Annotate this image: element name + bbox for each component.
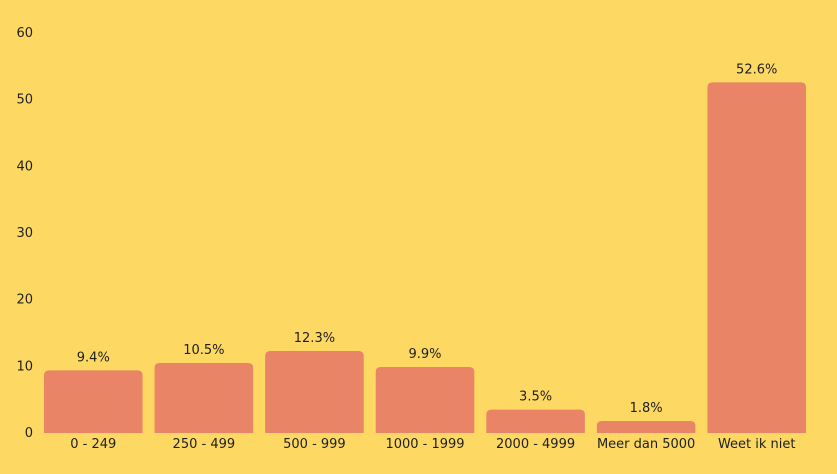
bar-value-label: 3.5%: [519, 390, 552, 405]
y-tick-label: 20: [16, 293, 33, 308]
bar: [486, 409, 585, 433]
y-axis: 0 10 20 30 40 50 60: [16, 26, 33, 441]
bar: [596, 421, 696, 433]
bar: [154, 363, 254, 433]
data-labels-group: 9.4% 10.5% 12.3% 9.9% 3.5% 1.8% 52.6%: [77, 62, 778, 416]
x-tick-label: 500 - 999: [283, 437, 346, 452]
bar: [265, 351, 364, 433]
bar: [44, 370, 143, 433]
x-tick-label: 0 - 249: [70, 437, 116, 452]
y-tick-label: 50: [16, 93, 33, 108]
bar-value-label: 9.9%: [408, 347, 441, 362]
bar: [707, 82, 806, 433]
y-tick-label: 0: [25, 426, 33, 441]
x-tick-label: 1000 - 1999: [385, 437, 464, 452]
bar-value-label: 9.4%: [77, 350, 110, 365]
y-tick-label: 10: [16, 359, 33, 374]
bar-value-label: 1.8%: [630, 401, 663, 416]
x-tick-label: 250 - 499: [173, 437, 236, 452]
y-tick-label: 40: [16, 159, 33, 174]
x-axis: 0 - 249 250 - 499 500 - 999 1000 - 1999 2000…: [70, 437, 795, 452]
bar: [375, 367, 475, 433]
y-tick-label: 60: [16, 26, 33, 41]
y-tick-label: 30: [16, 226, 33, 241]
bars-group: [44, 82, 806, 433]
x-tick-label: Meer dan 5000: [597, 437, 695, 452]
x-tick-label: Weet ik niet: [718, 437, 796, 452]
x-tick-label: 2000 - 4999: [496, 437, 575, 452]
bar-value-label: 10.5%: [183, 343, 224, 358]
bar-value-label: 12.3%: [294, 331, 335, 346]
bar-value-label: 52.6%: [736, 62, 777, 77]
